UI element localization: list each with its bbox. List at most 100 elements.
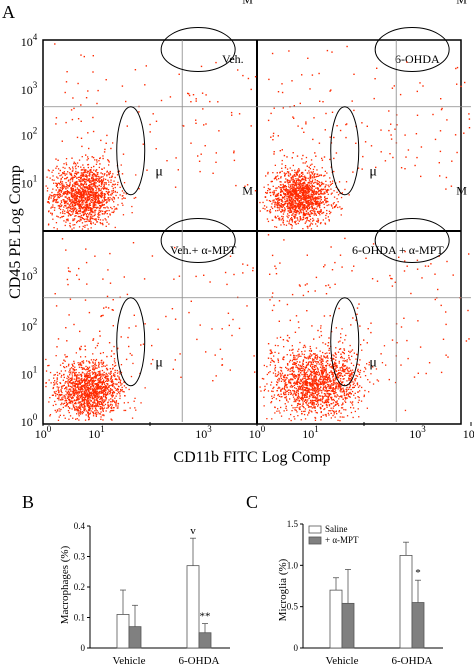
scatter-subplot-3 [259, 234, 470, 422]
data-point [107, 375, 109, 377]
data-point [78, 205, 80, 207]
data-point [95, 379, 97, 382]
data-point [94, 386, 97, 388]
data-point [291, 227, 293, 229]
data-point [446, 119, 448, 121]
data-point [273, 190, 275, 192]
data-point [306, 378, 308, 380]
data-point [90, 208, 92, 210]
data-point [289, 173, 291, 175]
data-point [98, 387, 100, 389]
data-point [79, 205, 82, 207]
data-point [88, 407, 90, 409]
data-point [100, 411, 102, 413]
data-point [79, 190, 81, 193]
data-point [326, 374, 328, 376]
data-point [87, 381, 89, 383]
data-point [52, 387, 54, 390]
data-point [66, 71, 68, 73]
data-point [317, 212, 320, 214]
data-point [324, 199, 326, 201]
data-point [299, 176, 301, 178]
data-point [76, 399, 79, 401]
data-point [62, 385, 64, 387]
data-point [70, 394, 72, 396]
data-point [79, 205, 81, 207]
data-point [310, 177, 312, 179]
data-point [69, 393, 72, 396]
data-point [103, 195, 106, 197]
data-point [78, 202, 81, 204]
x-tick-label: 100 [35, 424, 52, 441]
data-point [319, 189, 321, 191]
data-point [311, 184, 313, 187]
data-point [422, 85, 424, 87]
data-point [56, 184, 58, 186]
data-point [84, 375, 86, 377]
data-point [83, 378, 86, 380]
data-point [54, 43, 56, 45]
data-point [69, 388, 71, 390]
data-point [91, 197, 94, 199]
data-point [70, 192, 72, 194]
data-point [83, 177, 85, 180]
data-point [51, 179, 53, 181]
data-point [287, 213, 289, 215]
data-point [292, 183, 294, 186]
data-point [74, 202, 76, 204]
data-point [281, 396, 283, 398]
data-point [90, 405, 92, 407]
data-point [270, 191, 272, 194]
data-point [96, 388, 98, 390]
data-point [177, 169, 179, 171]
data-point [297, 171, 299, 174]
data-point [289, 368, 291, 370]
data-point [79, 388, 82, 390]
data-point [337, 206, 339, 209]
data-point [69, 393, 71, 395]
data-point [80, 104, 82, 106]
data-point [77, 176, 80, 179]
data-point [311, 179, 314, 181]
data-point [66, 404, 69, 406]
data-point [83, 195, 85, 197]
data-point [307, 205, 309, 207]
data-point [114, 186, 116, 189]
data-point [111, 176, 113, 178]
data-point [51, 191, 53, 194]
data-point [348, 194, 350, 196]
data-point [297, 125, 299, 127]
data-point [187, 92, 189, 95]
data-point [295, 204, 297, 206]
data-point [305, 184, 307, 186]
data-point [86, 371, 88, 373]
data-point [112, 393, 114, 395]
data-point [305, 206, 307, 208]
data-point [237, 69, 239, 71]
data-point [316, 182, 318, 184]
data-point [266, 218, 269, 220]
data-point [196, 338, 198, 341]
data-point [283, 192, 285, 194]
data-point [79, 407, 82, 409]
data-point [57, 389, 59, 392]
data-point [48, 202, 50, 204]
data-point [290, 199, 292, 201]
data-point [71, 195, 73, 197]
data-point [290, 379, 292, 381]
data-point [319, 200, 321, 202]
data-point [88, 380, 90, 382]
data-point [314, 207, 316, 209]
data-point [291, 194, 294, 196]
data-point [324, 197, 326, 199]
data-point [53, 179, 55, 181]
data-point [288, 221, 290, 223]
data-point [142, 143, 144, 145]
data-point [64, 388, 66, 390]
data-point [93, 371, 96, 373]
data-point [75, 183, 77, 185]
data-point [287, 191, 289, 193]
data-point [99, 398, 101, 400]
data-point [55, 167, 57, 169]
data-point [325, 386, 328, 389]
